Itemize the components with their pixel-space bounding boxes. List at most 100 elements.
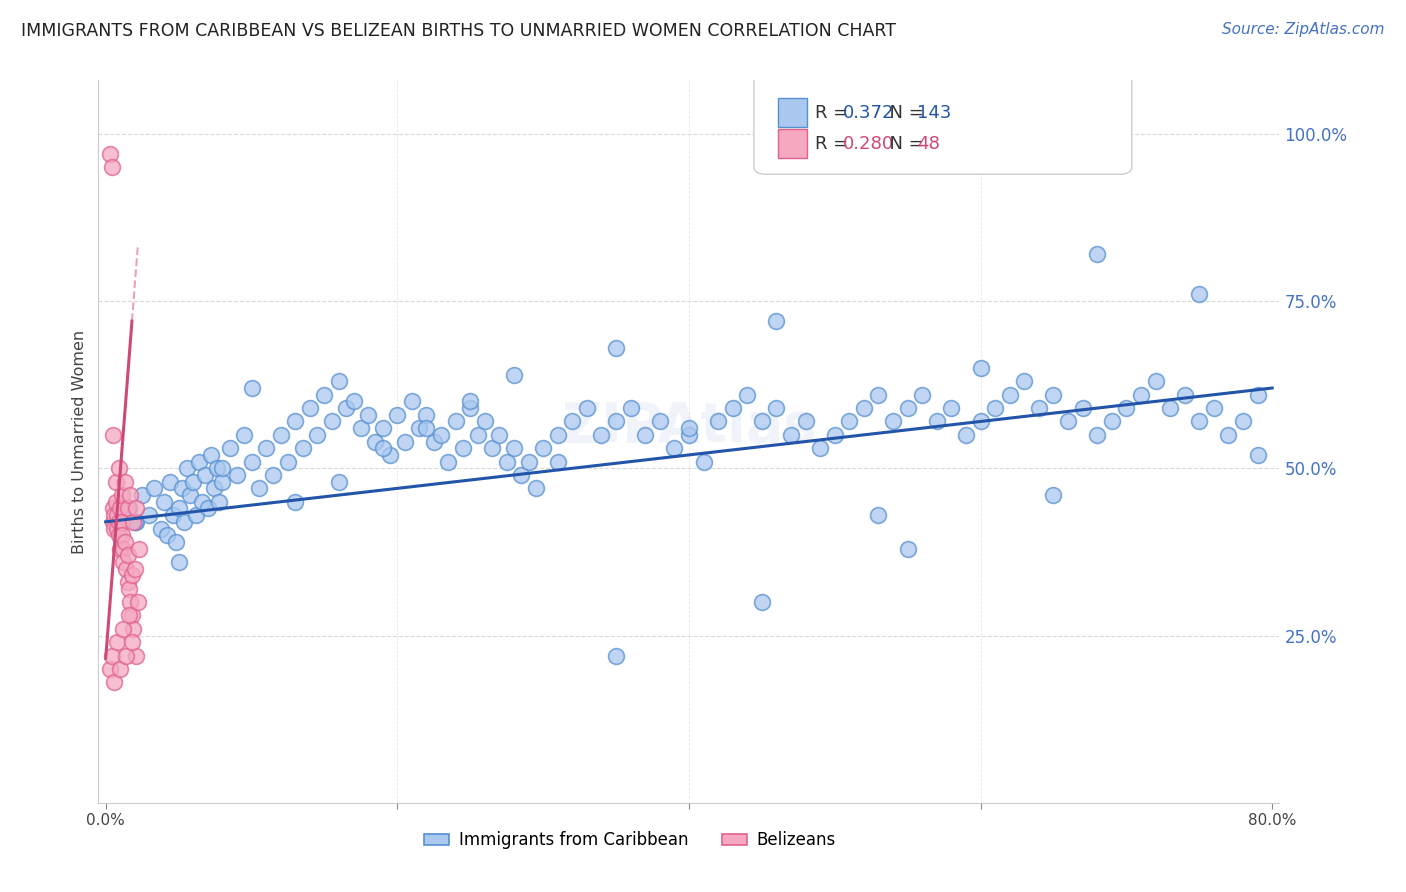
Point <box>110 501 132 516</box>
Point <box>575 401 598 416</box>
Point <box>128 541 150 556</box>
Point <box>408 421 430 435</box>
Point <box>277 455 299 469</box>
Point <box>125 501 148 516</box>
Point <box>765 314 787 328</box>
Point <box>181 475 204 489</box>
Point <box>108 515 131 529</box>
Point <box>110 541 132 556</box>
Point <box>112 555 135 569</box>
Point <box>101 515 124 529</box>
Point <box>111 515 134 529</box>
Point <box>648 414 671 429</box>
Point <box>328 375 350 389</box>
Point <box>200 448 222 462</box>
Text: N =: N = <box>877 103 929 122</box>
Text: 48: 48 <box>917 135 939 153</box>
Point <box>117 501 139 516</box>
Point <box>467 427 489 442</box>
Point <box>1085 247 1108 261</box>
Point <box>105 635 128 649</box>
Point <box>335 401 357 416</box>
Point <box>100 648 122 663</box>
Point <box>897 401 920 416</box>
Point <box>328 475 350 489</box>
Point <box>112 541 135 556</box>
Point <box>852 401 875 416</box>
Point <box>153 494 176 508</box>
Point <box>173 515 195 529</box>
Point <box>117 548 139 563</box>
Point <box>1042 387 1064 401</box>
Point <box>208 494 231 508</box>
Point <box>735 387 758 401</box>
Point <box>184 508 207 523</box>
Point <box>176 461 198 475</box>
Point <box>1057 414 1080 429</box>
Point <box>211 475 233 489</box>
Point <box>122 622 145 636</box>
Point <box>115 562 138 576</box>
Point <box>284 414 307 429</box>
Point <box>531 442 554 455</box>
Point <box>1218 427 1240 442</box>
Point <box>247 482 270 496</box>
Point <box>387 408 409 422</box>
Point <box>401 394 423 409</box>
Point <box>101 501 124 516</box>
Point <box>103 521 125 535</box>
Point <box>808 442 831 455</box>
Point <box>605 648 627 663</box>
Point <box>159 475 181 489</box>
Point <box>1101 414 1123 429</box>
Point <box>1202 401 1225 416</box>
Point <box>110 662 132 676</box>
Point <box>104 494 127 508</box>
Y-axis label: Births to Unmarried Women: Births to Unmarried Women <box>72 329 87 554</box>
Point <box>897 541 920 556</box>
Point <box>105 521 128 535</box>
Bar <box>778 98 807 128</box>
Point <box>1188 414 1211 429</box>
Point <box>423 434 446 449</box>
Point <box>371 442 394 455</box>
Point <box>350 421 373 435</box>
Point <box>167 501 190 516</box>
Point <box>1144 375 1167 389</box>
Point <box>458 394 481 409</box>
Point <box>156 528 179 542</box>
Point <box>955 427 977 442</box>
Point <box>101 427 124 442</box>
Point <box>780 427 803 442</box>
Point <box>925 414 948 429</box>
Point <box>394 434 416 449</box>
Point <box>458 401 481 416</box>
Point <box>194 467 217 482</box>
Point <box>474 414 496 429</box>
Point <box>118 582 141 596</box>
Point <box>605 341 627 355</box>
Point <box>108 528 131 542</box>
Point <box>111 528 134 542</box>
Point <box>495 455 517 469</box>
Point <box>112 622 135 636</box>
Point <box>188 455 211 469</box>
Point <box>1042 488 1064 502</box>
Point <box>1085 427 1108 442</box>
Point <box>1115 401 1137 416</box>
Point <box>197 501 219 516</box>
Point <box>1129 387 1152 401</box>
Point <box>882 414 904 429</box>
Point <box>121 568 143 582</box>
Text: Source: ZipAtlas.com: Source: ZipAtlas.com <box>1222 22 1385 37</box>
Point <box>503 368 526 382</box>
Point <box>170 482 193 496</box>
Point <box>430 427 453 442</box>
Point <box>165 534 187 549</box>
Point <box>678 421 700 435</box>
Point <box>1232 414 1254 429</box>
Point <box>415 408 437 422</box>
Point <box>692 455 714 469</box>
Point <box>510 467 533 482</box>
Point <box>969 414 991 429</box>
